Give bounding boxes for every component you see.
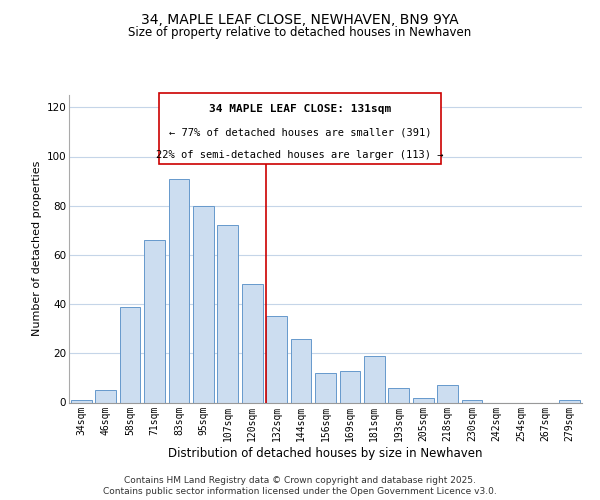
FancyBboxPatch shape <box>159 94 441 164</box>
Bar <box>169 178 190 402</box>
Text: 22% of semi-detached houses are larger (113) →: 22% of semi-detached houses are larger (… <box>156 150 443 160</box>
Bar <box>217 226 238 402</box>
Text: Contains public sector information licensed under the Open Government Licence v3: Contains public sector information licen… <box>103 488 497 496</box>
Bar <box>144 240 165 402</box>
Bar <box>364 356 385 403</box>
Bar <box>388 388 409 402</box>
Bar <box>290 338 311 402</box>
Y-axis label: Number of detached properties: Number of detached properties <box>32 161 43 336</box>
Bar <box>340 370 361 402</box>
Bar <box>559 400 580 402</box>
Text: Size of property relative to detached houses in Newhaven: Size of property relative to detached ho… <box>128 26 472 39</box>
Bar <box>437 386 458 402</box>
Text: 34, MAPLE LEAF CLOSE, NEWHAVEN, BN9 9YA: 34, MAPLE LEAF CLOSE, NEWHAVEN, BN9 9YA <box>141 12 459 26</box>
Bar <box>315 373 336 402</box>
Text: 34 MAPLE LEAF CLOSE: 131sqm: 34 MAPLE LEAF CLOSE: 131sqm <box>209 104 391 114</box>
Text: Contains HM Land Registry data © Crown copyright and database right 2025.: Contains HM Land Registry data © Crown c… <box>124 476 476 485</box>
Bar <box>242 284 263 403</box>
Text: ← 77% of detached houses are smaller (391): ← 77% of detached houses are smaller (39… <box>169 128 431 138</box>
Bar <box>95 390 116 402</box>
Bar <box>461 400 482 402</box>
Bar <box>193 206 214 402</box>
X-axis label: Distribution of detached houses by size in Newhaven: Distribution of detached houses by size … <box>168 448 483 460</box>
Bar <box>119 306 140 402</box>
Bar <box>71 400 92 402</box>
Bar <box>266 316 287 402</box>
Bar <box>413 398 434 402</box>
